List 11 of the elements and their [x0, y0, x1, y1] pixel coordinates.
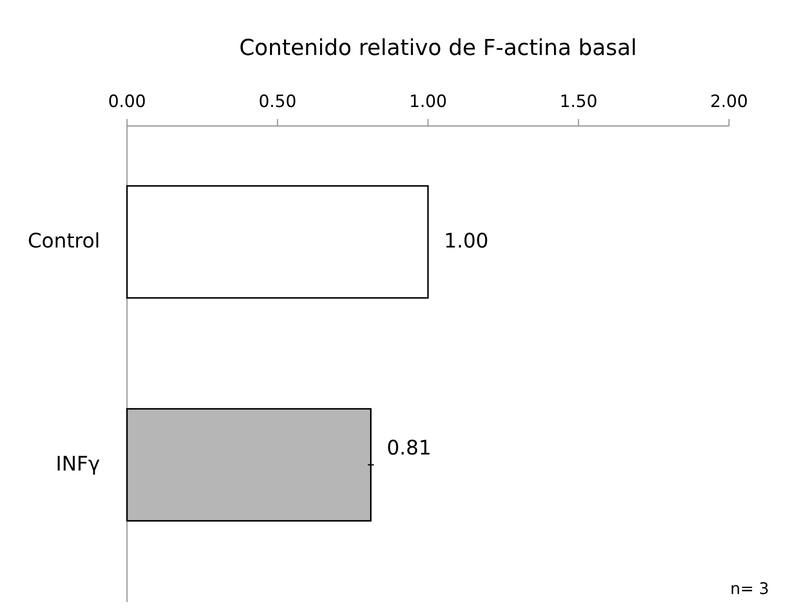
x-tick-label: 0.00: [108, 92, 146, 112]
data-label: 0.81: [386, 435, 432, 460]
text: n= 3: [730, 579, 769, 598]
x-tick-label: 2.00: [710, 92, 748, 112]
y-tick-label: Control: [28, 228, 100, 252]
x-tick-label: 1.00: [409, 92, 447, 112]
data-label: 1.00: [444, 228, 489, 252]
x-tick-label: 0.50: [258, 92, 296, 112]
x-tick-label: 1.50: [560, 92, 598, 112]
y-tick-label: INFγ: [56, 451, 100, 476]
chart-title: Contenido relativo de F-actina basal: [239, 36, 637, 61]
